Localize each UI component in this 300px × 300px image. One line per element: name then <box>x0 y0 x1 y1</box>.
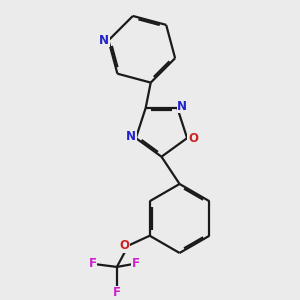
Text: O: O <box>119 239 129 252</box>
Text: F: F <box>113 286 121 299</box>
Text: N: N <box>177 100 187 113</box>
Text: F: F <box>88 257 97 270</box>
Text: N: N <box>126 130 136 143</box>
Text: N: N <box>99 34 109 47</box>
Text: O: O <box>188 132 198 145</box>
Text: F: F <box>132 257 140 270</box>
